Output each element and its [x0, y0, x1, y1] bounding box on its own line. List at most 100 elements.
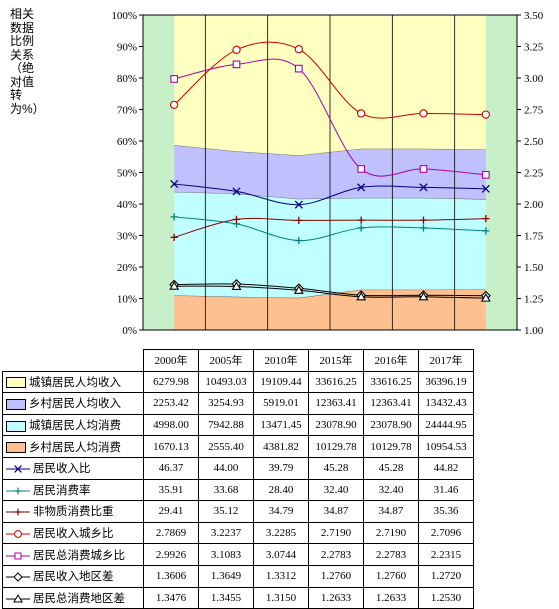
data-cell: 36396.19 [418, 370, 474, 394]
legend-key [6, 487, 30, 495]
data-cell: 34.87 [308, 500, 364, 523]
series-居民收入城乡比 [170, 41, 490, 119]
point-marker [232, 187, 241, 196]
table-row: 居民总消费城乡比 2.9926 3.1083 3.0744 2.2783 2.2783 2.… [2, 543, 474, 566]
data-cell: 2.2783 [363, 543, 419, 566]
data-cell: 1.2760 [308, 564, 364, 588]
point-marker [294, 200, 303, 209]
series-name: 城镇居民人均消费 [29, 420, 121, 433]
point-marker [481, 184, 490, 193]
table-header-row: 2000年 2005年 2010年 2015年 2016年 2017年 [3, 349, 474, 372]
data-cell: 1.2760 [363, 564, 419, 588]
right-axis-tick-label: 1.00 [524, 325, 544, 337]
data-cell: 13432.43 [418, 392, 474, 415]
point-marker [170, 179, 179, 188]
point-marker [482, 227, 490, 235]
right-axis-tick-label: 3.50 [524, 10, 544, 22]
data-cell: 13471.45 [253, 413, 309, 437]
series-居民收入比 [170, 179, 490, 209]
table-row: 居民消费率 35.91 33.68 28.40 32.40 32.40 31.46 [2, 478, 474, 502]
table-row: 非物质消费比重 29.41 35.12 34.79 34.87 34.87 35.36 [2, 500, 474, 523]
series-label: 居民收入比 [2, 456, 144, 480]
data-cell: 5919.01 [253, 392, 309, 415]
point-marker [357, 183, 366, 192]
left-axis-tick-label: 50% [117, 168, 137, 180]
series-label: 居民收入地区差 [2, 564, 144, 588]
data-cell: 1670.13 [143, 435, 199, 458]
data-cell: 1.3150 [253, 586, 309, 609]
series-label: 乡村居民人均收入 [2, 392, 144, 415]
point-marker [480, 293, 491, 302]
legend-swatch [6, 398, 26, 410]
left-axis-tick-label: 10% [117, 294, 137, 306]
data-cell: 31.46 [418, 478, 474, 502]
left-axis-tick-label: 100% [111, 10, 137, 22]
right-axis-tick-label: 3.25 [524, 42, 544, 54]
right-axis-tick-label: 3.00 [524, 73, 544, 85]
series-line [174, 283, 486, 297]
series-label: 居民总消费地区差 [2, 586, 144, 609]
data-cell: 4998.00 [143, 413, 199, 437]
point-marker [170, 213, 178, 221]
data-cell: 23078.90 [308, 413, 364, 437]
point-marker [357, 109, 366, 118]
data-cell: 35.91 [143, 478, 199, 502]
point-marker [419, 165, 428, 173]
data-cell: 2555.40 [198, 435, 254, 458]
series-name: 乡村居民人均消费 [29, 441, 121, 454]
point-marker [356, 291, 367, 301]
data-cell: 1.2530 [418, 586, 474, 609]
point-marker [232, 215, 241, 223]
data-cell: 35.36 [418, 500, 474, 523]
point-marker [357, 224, 365, 232]
table-corner [3, 350, 144, 372]
data-cell: 2.7869 [143, 521, 199, 545]
legend-key [6, 465, 30, 474]
data-cell: 24444.95 [418, 413, 474, 437]
right-axis-tick-label: 1.50 [524, 262, 544, 274]
point-marker [419, 183, 428, 192]
series-name: 居民消费率 [33, 484, 91, 497]
data-cell: 29.41 [143, 500, 199, 523]
data-cell: 1.2720 [418, 564, 474, 588]
data-cell: 2.7190 [308, 521, 364, 545]
left-axis-tick-label: 30% [117, 231, 137, 243]
series-label: 非物质消费比重 [2, 500, 144, 523]
data-cell: 2.2783 [308, 543, 364, 566]
table-row: 城镇居民人均收入 6279.98 10493.03 19109.44 33616.25 3… [2, 370, 474, 394]
table-row: 乡村居民人均收入 2253.42 3254.93 5919.01 12363.41 123… [2, 392, 474, 415]
left-axis-tick-label: 90% [117, 42, 137, 54]
point-marker [231, 281, 242, 291]
point-marker [419, 216, 428, 224]
left-axis-tick-label: 20% [117, 262, 137, 274]
data-cell: 3.0744 [253, 543, 309, 566]
series-label: 居民总消费城乡比 [2, 543, 144, 566]
category-label: 2000年 [143, 349, 199, 372]
right-axis-tick-label: 2.00 [524, 199, 544, 211]
point-marker [170, 233, 178, 241]
left-axis-tick-label: 60% [117, 136, 137, 148]
legend-key [6, 572, 30, 582]
data-cell: 2.7096 [418, 521, 474, 545]
category-label: 2017年 [418, 349, 474, 372]
data-cell: 1.3476 [143, 586, 199, 609]
point-marker [357, 216, 365, 224]
point-marker [232, 45, 241, 54]
data-cell: 3.2237 [198, 521, 254, 545]
data-cell: 45.28 [308, 456, 364, 480]
series-name: 居民收入地区差 [33, 571, 114, 584]
series-label: 居民收入城乡比 [2, 521, 144, 545]
point-marker [481, 170, 490, 179]
data-cell: 44.82 [418, 456, 474, 480]
table-row: 居民总消费地区差 1.3476 1.3455 1.3150 1.2633 1.2633 1.… [2, 586, 474, 609]
series-line [174, 217, 486, 238]
data-cell: 45.28 [363, 456, 419, 480]
data-cell: 32.40 [363, 478, 419, 502]
legend-swatch [6, 420, 26, 432]
point-marker [169, 281, 180, 290]
data-cell: 34.87 [363, 500, 419, 523]
series-name: 居民收入比 [33, 463, 91, 476]
table-row: 城镇居民人均消费 4998.00 7942.88 13471.45 23078.90 23… [2, 413, 474, 437]
series-label: 乡村居民人均消费 [2, 435, 144, 458]
series-name: 乡村居民人均收入 [29, 398, 121, 411]
